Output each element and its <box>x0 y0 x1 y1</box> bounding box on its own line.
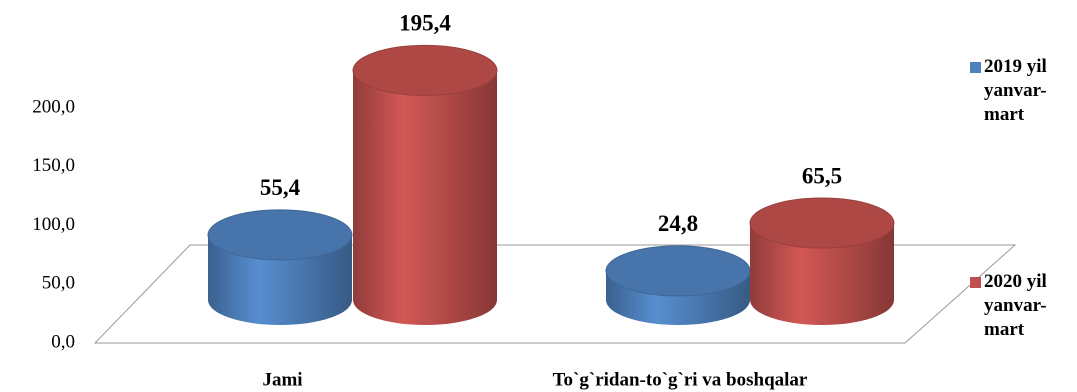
x-tick-label: To`g`ridan-to`g`ri va boshqalar <box>553 369 808 390</box>
legend-swatch <box>970 277 981 288</box>
y-tick-label: 50,0 <box>42 273 75 294</box>
legend-item: 2019 yil yanvar-mart <box>970 55 1052 127</box>
y-tick-label: 150,0 <box>32 155 75 176</box>
value-label: 24,8 <box>658 211 698 236</box>
value-label: 195,4 <box>399 11 451 36</box>
floor <box>93 244 1017 344</box>
cylinder-body <box>750 223 894 325</box>
legend-swatch <box>970 62 981 73</box>
value-label: 55,4 <box>260 175 301 200</box>
cylinder-body <box>208 234 352 325</box>
y-tick-label: 100,0 <box>32 214 75 235</box>
x-tick-label: Jami <box>262 369 302 390</box>
cylinder-top <box>749 197 895 249</box>
value-label: 65,5 <box>802 163 842 188</box>
cylinder-top <box>207 209 353 261</box>
legend-item: 2020 yil yanvar-mart <box>970 270 1052 342</box>
cylinder-top <box>352 44 498 96</box>
cylinder-top <box>605 245 751 297</box>
cylinder-body <box>353 70 497 325</box>
y-tick-label: 200,0 <box>32 96 75 117</box>
legend-label: 2020 yil yanvar-mart <box>984 271 1047 340</box>
y-tick-label: 0,0 <box>51 331 75 352</box>
legend-label: 2019 yil yanvar-mart <box>984 56 1047 125</box>
